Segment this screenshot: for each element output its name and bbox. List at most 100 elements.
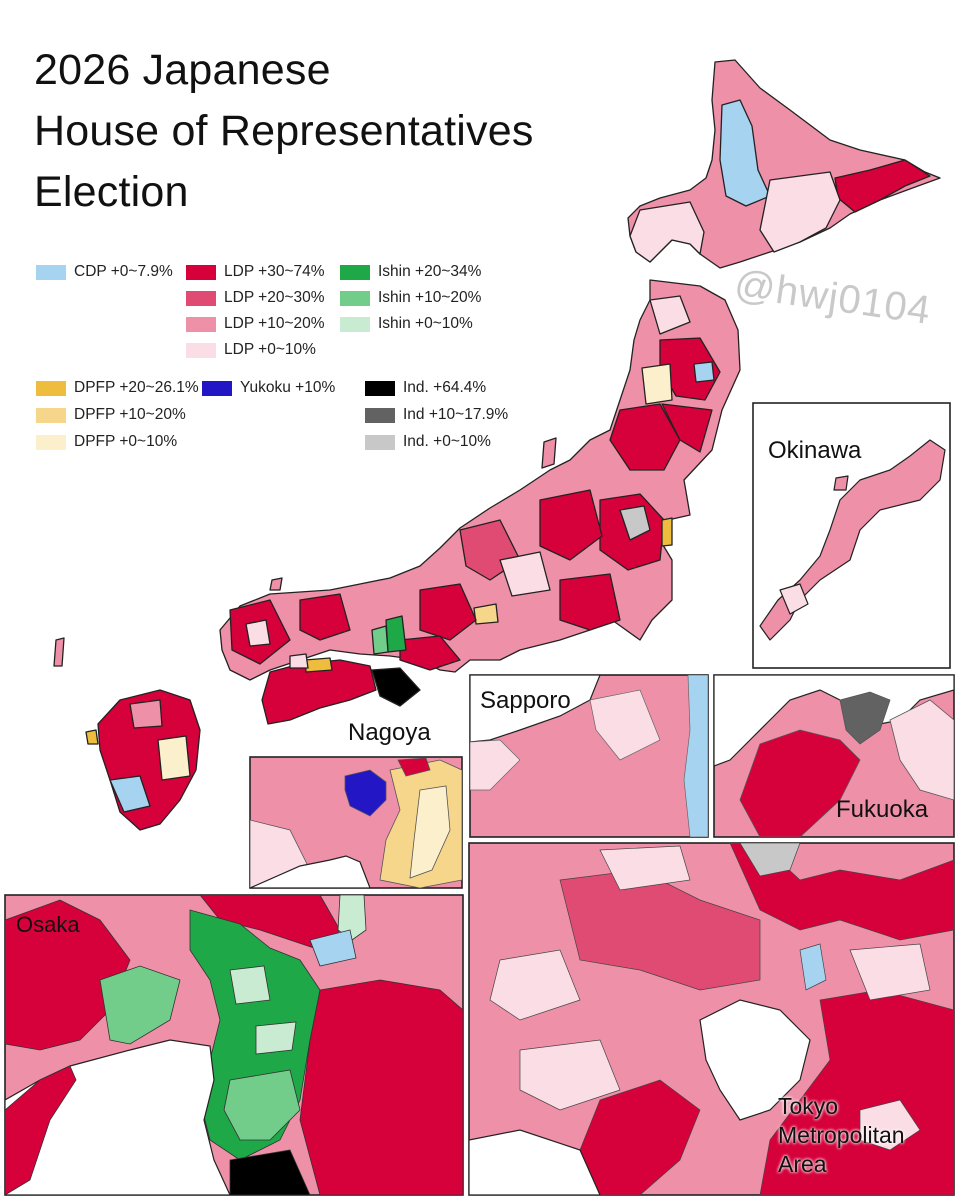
legend-swatch (365, 434, 395, 450)
legend-swatch (186, 316, 216, 332)
kanto-dpfp (661, 517, 673, 547)
tokyo-label: Tokyo Metropolitan Area (778, 1092, 905, 1179)
nagoya-ldp-dark (397, 757, 431, 777)
legend-label: Ishin +0~10% (378, 315, 473, 332)
oki-islands (269, 577, 283, 591)
legend-label: Ishin +10~20% (378, 289, 482, 306)
tokyo-inset (468, 842, 955, 1196)
legend-item-ind-10-17: Ind +10~17.9% (365, 405, 508, 425)
legend-item-ind-0-10: Ind. +0~10% (365, 432, 491, 452)
legend-item-ishin-20-34: Ishin +20~34% (340, 262, 481, 282)
kinki-ldp-dark-2 (399, 635, 461, 671)
osaka-ishin-light-north (337, 895, 367, 941)
fukuoka-inset (713, 674, 955, 838)
wakayama-ind (371, 667, 421, 707)
sapporo-label: Sapporo (480, 687, 571, 714)
osaka-ishin-mid-south (223, 1069, 301, 1141)
legend-swatch (365, 407, 395, 423)
title-line-3: Election (34, 168, 189, 216)
okinawa-label: Okinawa (768, 437, 862, 464)
fukuoka-ldp-dark (739, 729, 861, 837)
okinawa-ldp-light (779, 583, 809, 615)
legend-item-ldp-30-74: LDP +30~74% (186, 262, 325, 282)
kyushu-cdp (109, 775, 151, 813)
legend-item-ldp-20-30: LDP +20~30% (186, 288, 325, 308)
nagoya-yukoku (344, 769, 387, 817)
hokkaido-ldp-light-a (759, 171, 841, 253)
osaka-cdp (309, 929, 357, 967)
tokyo-label-line-1: Tokyo (778, 1093, 839, 1119)
chubu-ldp-dark-1 (539, 489, 603, 561)
okinawa-island (759, 439, 946, 641)
hokkaido (627, 59, 941, 269)
legend-label: LDP +10~20% (224, 315, 325, 332)
sapporo-inset (469, 674, 709, 838)
legend-label: DPFP +0~10% (74, 433, 178, 450)
sapporo-ldp-white (470, 739, 521, 791)
legend-item-dpfp-20-26: DPFP +20~26.1% (36, 378, 199, 398)
legend-label: LDP +20~30% (224, 289, 325, 306)
legend-label: Yukoku +10% (240, 379, 336, 396)
legend-label: Ishin +20~34% (378, 263, 482, 280)
legend-swatch (36, 434, 66, 450)
nagoya-bay (250, 855, 371, 888)
chubu-ldp-dark-2 (559, 573, 621, 631)
tokyo-ldp-light-d (849, 943, 931, 1001)
legend-item-ishin-0-10: Ishin +0~10% (340, 314, 473, 334)
tokyo-label-line-2: Metropolitan (778, 1122, 905, 1148)
legend-item-cdp: CDP +0~7.9% (36, 262, 173, 282)
legend-item-yukoku: Yukoku +10% (202, 378, 335, 398)
tokyo-ldp-dark-east (759, 989, 954, 1195)
shikoku-ldp-light (289, 653, 309, 669)
title-line-2: House of Representatives (34, 107, 534, 155)
kyushu-ldp-mid (129, 699, 163, 729)
tokai-dpfp (473, 603, 499, 625)
legend-swatch (186, 342, 216, 358)
osaka-label: Osaka (16, 912, 80, 937)
legend-swatch (36, 380, 66, 396)
honshu-region (219, 279, 741, 707)
legend-swatch (340, 290, 370, 306)
legend-label: LDP +30~74% (224, 263, 325, 280)
legend-label: CDP +0~7.9% (74, 263, 173, 280)
tohoku-ldp-light (649, 295, 691, 335)
sapporo-cdp (683, 675, 708, 837)
chugoku-ldp-light (245, 619, 271, 647)
legend-label: DPFP +10~20% (74, 406, 186, 423)
osaka-inset (4, 894, 464, 1196)
fukuoka-ldp-light (889, 699, 954, 801)
kansai-ishin-mid (371, 625, 389, 655)
legend-swatch (36, 264, 66, 280)
map-title: 2026 Japanese House of Representatives E… (34, 40, 534, 223)
tohoku-ldp-dark-2 (609, 403, 681, 471)
title-line-1: 2026 Japanese (34, 46, 331, 94)
shikoku-region (261, 653, 377, 725)
legend-swatch (340, 316, 370, 332)
legend-item-dpfp-10-20: DPFP +10~20% (36, 405, 186, 425)
hokkaido-ldp-east (834, 159, 931, 213)
main-map (53, 59, 941, 831)
legend-swatch (186, 290, 216, 306)
nagoya-inset (249, 756, 463, 889)
hokkaido-region (627, 59, 941, 269)
okinawa-inset (752, 402, 951, 669)
shikoku-dpfp (304, 657, 333, 673)
fukuoka-ind-dark (839, 691, 891, 745)
okinawa-islet (833, 475, 849, 491)
kyushu-dpfp-dark (85, 729, 99, 745)
kanto-ind-light (619, 505, 651, 541)
legend-label: DPFP +20~26.1% (74, 379, 199, 396)
kyushu-region (85, 689, 201, 831)
tokyo-cdp (799, 943, 827, 991)
tsushima (53, 637, 65, 667)
kyushu-dpfp (157, 735, 191, 781)
legend-item-ldp-0-10: LDP +0~10% (186, 340, 316, 360)
tokyo-ldp-light-e (859, 1099, 921, 1151)
osaka-ldp-dark-east (299, 979, 463, 1195)
osaka-ishin-light-b (255, 1021, 297, 1055)
tokyo-label-line-3: Area (778, 1151, 827, 1177)
legend-swatch (202, 380, 232, 396)
osaka-ind (229, 1149, 311, 1195)
legend-swatch (186, 264, 216, 280)
kinki-ldp-dark-1 (419, 583, 477, 641)
